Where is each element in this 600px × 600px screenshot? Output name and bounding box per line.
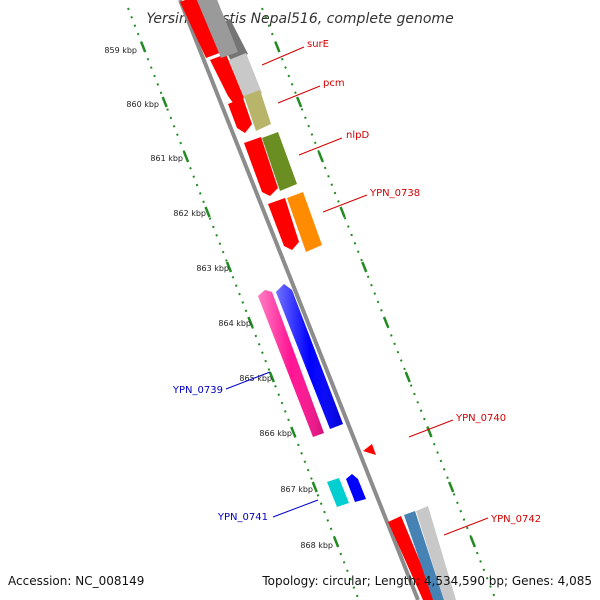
- scale-tick-right: [404, 371, 411, 383]
- tick-label: 866 kbp: [259, 429, 292, 438]
- scale-line-left: [127, 7, 359, 599]
- label-surE-callout[interactable]: surE: [261, 39, 329, 66]
- tick-label: 860 kbp: [126, 100, 159, 109]
- label-surE: surE: [307, 39, 329, 50]
- shade-overlay: [258, 290, 324, 437]
- label-YPN_0742: YPN_0742: [490, 514, 541, 525]
- cds-arrow-1: [180, 0, 222, 58]
- scale-ticks: [140, 41, 477, 548]
- tick-label: 868 kbp: [300, 541, 333, 550]
- scale-tick-left: [225, 261, 233, 273]
- scale-tick-left: [204, 206, 211, 218]
- gene-YPN_0741-partner: [346, 474, 366, 502]
- gene-surE[interactable]: [196, 0, 238, 58]
- scale-tick-left: [247, 316, 254, 328]
- gene-pcm[interactable]: [244, 90, 271, 131]
- scale-labels: 859 kbp 860 kbp 861 kbp 862 kbp 863 kbp …: [104, 46, 333, 550]
- scale-tick-right: [274, 41, 281, 53]
- tick-label: 862 kbp: [173, 209, 206, 218]
- small-arrow: [363, 444, 376, 455]
- cds-arrow-4: [244, 137, 278, 196]
- label-YPN_0741: YPN_0741: [217, 512, 268, 523]
- label-YPN_0739: YPN_0739: [172, 385, 223, 396]
- tick-label: 863 kbp: [196, 264, 229, 273]
- scale-line-right: [261, 7, 496, 599]
- shade-overlay: [276, 284, 343, 429]
- tick-label: 864 kbp: [218, 319, 251, 328]
- cds-arrow-5: [268, 198, 299, 250]
- scale-tick-right: [382, 316, 390, 328]
- scale-tick-right: [469, 536, 477, 548]
- label-YPN_0742-callout[interactable]: YPN_0742: [443, 514, 541, 536]
- genome-backbone: [178, 0, 420, 600]
- gene-YPN_0738[interactable]: [287, 192, 322, 252]
- genome-summary-text: Topology: circular; Length: 4,534,590 bp…: [262, 574, 592, 588]
- scale-tick-right: [317, 151, 325, 163]
- scale-tick-left: [311, 481, 318, 493]
- gene-YPN_0741[interactable]: [327, 478, 349, 507]
- scale-tick-left: [333, 536, 340, 548]
- scale-tick-right: [426, 426, 433, 438]
- label-nlpD: nlpD: [346, 130, 369, 141]
- label-pcm: pcm: [323, 78, 345, 89]
- scale-tick-left: [290, 426, 297, 438]
- accession-text: Accession: NC_008149: [8, 574, 145, 588]
- label-YPN_0741-callout[interactable]: YPN_0741: [217, 499, 319, 523]
- gene-YPN_0742[interactable]: [404, 511, 444, 600]
- feature-gray-2: [229, 53, 262, 100]
- cds-arrow-6: [388, 516, 436, 600]
- tick-label: 861 kbp: [150, 154, 183, 163]
- scale-tick-left: [268, 371, 276, 383]
- label-pcm-callout[interactable]: pcm: [277, 78, 345, 104]
- label-nlpD-callout[interactable]: nlpD: [298, 130, 369, 156]
- label-YPN_0738: YPN_0738: [369, 188, 420, 199]
- cds-arrow-3: [228, 98, 252, 133]
- scale-tick-right: [361, 261, 368, 273]
- scale-tick-left: [161, 96, 168, 108]
- feature-gray-3: [416, 506, 456, 600]
- label-YPN_0740-callout[interactable]: YPN_0740: [408, 413, 506, 438]
- scale-tick-right: [295, 96, 303, 108]
- gene-nlpD[interactable]: [262, 132, 297, 191]
- label-YPN_0739-callout[interactable]: YPN_0739: [172, 371, 271, 396]
- cds-arrow-2: [210, 54, 244, 104]
- tick-label: 865 kbp: [239, 374, 272, 383]
- scale-tick-left: [182, 151, 190, 163]
- tick-label: 867 kbp: [280, 485, 313, 494]
- scale-tick-right: [448, 481, 455, 493]
- tick-label: 859 kbp: [104, 46, 137, 55]
- label-YPN_0738-callout[interactable]: YPN_0738: [322, 188, 420, 213]
- label-YPN_0740: YPN_0740: [455, 413, 506, 424]
- scale-tick-left: [140, 41, 147, 53]
- scale-tick-right: [339, 206, 346, 218]
